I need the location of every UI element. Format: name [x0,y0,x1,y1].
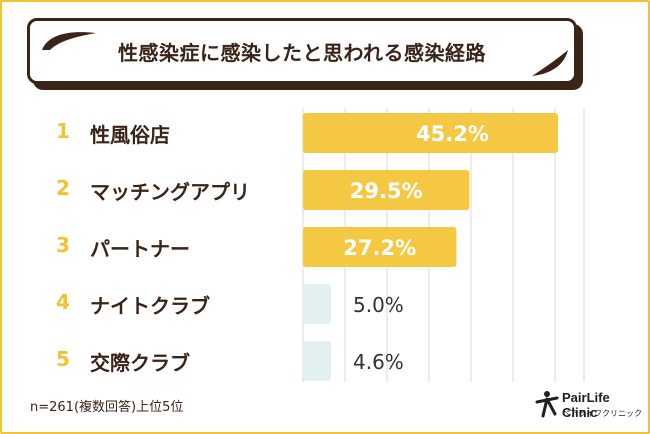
rank-number: 1 [56,119,70,143]
rank-number: 4 [56,290,70,314]
brand-subname: ペアライフクリニック [562,409,642,418]
bar [303,113,558,153]
bar [303,284,331,324]
rank-number: 2 [56,176,70,200]
bar [303,170,470,210]
quote-mark-icon [532,50,568,76]
rank-number: 3 [56,233,70,257]
sample-size-note: n=261(複数回答)上位5位 [30,400,184,415]
category-label: ナイトクラブ [90,294,210,318]
category-label: パートナー [90,237,190,261]
category-label: マッチングアプリ [90,180,250,204]
rank-number: 5 [56,347,70,371]
bar [303,341,331,381]
data-label: 45.2% [416,122,489,146]
brand-logo: PairLife Clinic ペアライフクリニック [532,386,644,426]
data-label: 27.2% [343,236,416,260]
title-box: 性感染症に感染したと思われる感染経路 [27,18,577,84]
data-label: 29.5% [350,179,423,203]
data-label: 5.0% [353,293,404,317]
category-label: 交際クラブ [90,351,190,375]
chart-title: 性感染症に感染したと思われる感染経路 [118,40,486,65]
quote-mark-icon [42,32,96,50]
brand-logo-icon [535,391,559,418]
category-label: 性風俗店 [90,123,170,147]
bar [303,227,457,267]
brand-name: PairLife Clinic [562,390,610,420]
data-label: 4.6% [353,350,404,374]
